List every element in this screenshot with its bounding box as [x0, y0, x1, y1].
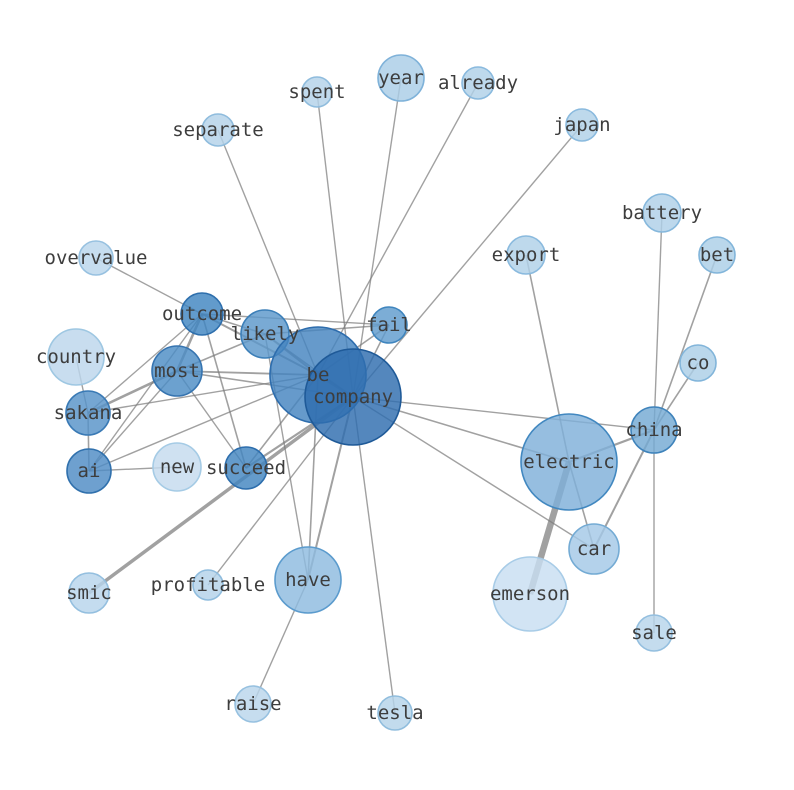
node-overvalue [78, 240, 114, 276]
label-ai: ai [78, 460, 101, 482]
nodes-layer [47, 54, 736, 731]
node-electric [520, 413, 618, 511]
node-tesla [377, 695, 413, 731]
label-new: new [160, 456, 195, 478]
label-export: export [492, 244, 561, 266]
edge-outcome-fail [201, 313, 390, 326]
label-most: most [154, 360, 200, 382]
label-electric: electric [523, 451, 615, 473]
label-likely: likely [231, 323, 300, 345]
node-battery [642, 193, 682, 233]
node-ai [66, 448, 112, 494]
label-bet: bet [700, 244, 734, 266]
label-emerson: emerson [490, 583, 570, 605]
label-be: be [307, 364, 330, 386]
node-japan [565, 108, 599, 142]
node-bet [698, 236, 736, 274]
node-spent [301, 76, 333, 108]
node-raise [234, 685, 272, 723]
edge-company-smic [87, 395, 355, 595]
label-company: company [313, 386, 393, 408]
node-separate [201, 113, 235, 147]
label-sale: sale [631, 622, 677, 644]
node-succeed [224, 446, 268, 490]
label-japan: japan [553, 114, 610, 136]
label-country: country [36, 346, 116, 368]
node-smic [68, 572, 110, 614]
node-co [679, 344, 717, 382]
node-profitable [192, 569, 224, 601]
edge-japan-company [352, 124, 583, 398]
node-fail [370, 306, 408, 344]
labels-layer: overvalue separate spent year already japan ba… [36, 67, 734, 724]
label-co: co [687, 352, 710, 374]
label-fail: fail [366, 314, 412, 336]
label-outcome: outcome [162, 303, 242, 325]
node-sale [635, 614, 673, 652]
node-china [630, 406, 678, 454]
node-most [151, 345, 203, 397]
label-have: have [285, 569, 331, 591]
edge-outcome-sakana [87, 313, 203, 414]
label-battery: battery [622, 202, 702, 224]
label-raise: raise [224, 693, 281, 715]
node-new [152, 442, 202, 492]
node-company [304, 348, 402, 446]
node-emerson [492, 556, 568, 632]
edge-bet-china [653, 254, 718, 431]
node-car [568, 523, 620, 575]
label-separate: separate [172, 119, 264, 141]
edge-already-be [317, 82, 479, 376]
node-country [47, 328, 105, 386]
node-already [461, 66, 495, 100]
label-sakana: sakana [54, 402, 123, 424]
label-profitable: profitable [151, 574, 265, 596]
edge-battery-china [653, 212, 663, 431]
label-already: already [438, 72, 518, 94]
edge-company-tesla [352, 396, 396, 714]
label-car: car [577, 538, 611, 560]
node-year [377, 54, 425, 102]
node-likely [240, 309, 290, 359]
label-succeed: succeed [206, 457, 286, 479]
label-smic: smic [66, 582, 112, 604]
node-outcome [180, 292, 224, 336]
label-year: year [378, 67, 424, 89]
label-tesla: tesla [366, 702, 423, 724]
node-have [274, 546, 342, 614]
node-sakana [65, 390, 111, 436]
label-overvalue: overvalue [45, 247, 148, 269]
edge-company-china [352, 396, 655, 431]
node-export [506, 235, 546, 275]
label-china: china [625, 419, 682, 441]
edge-outcome-ai [88, 313, 203, 472]
label-spent: spent [288, 81, 345, 103]
